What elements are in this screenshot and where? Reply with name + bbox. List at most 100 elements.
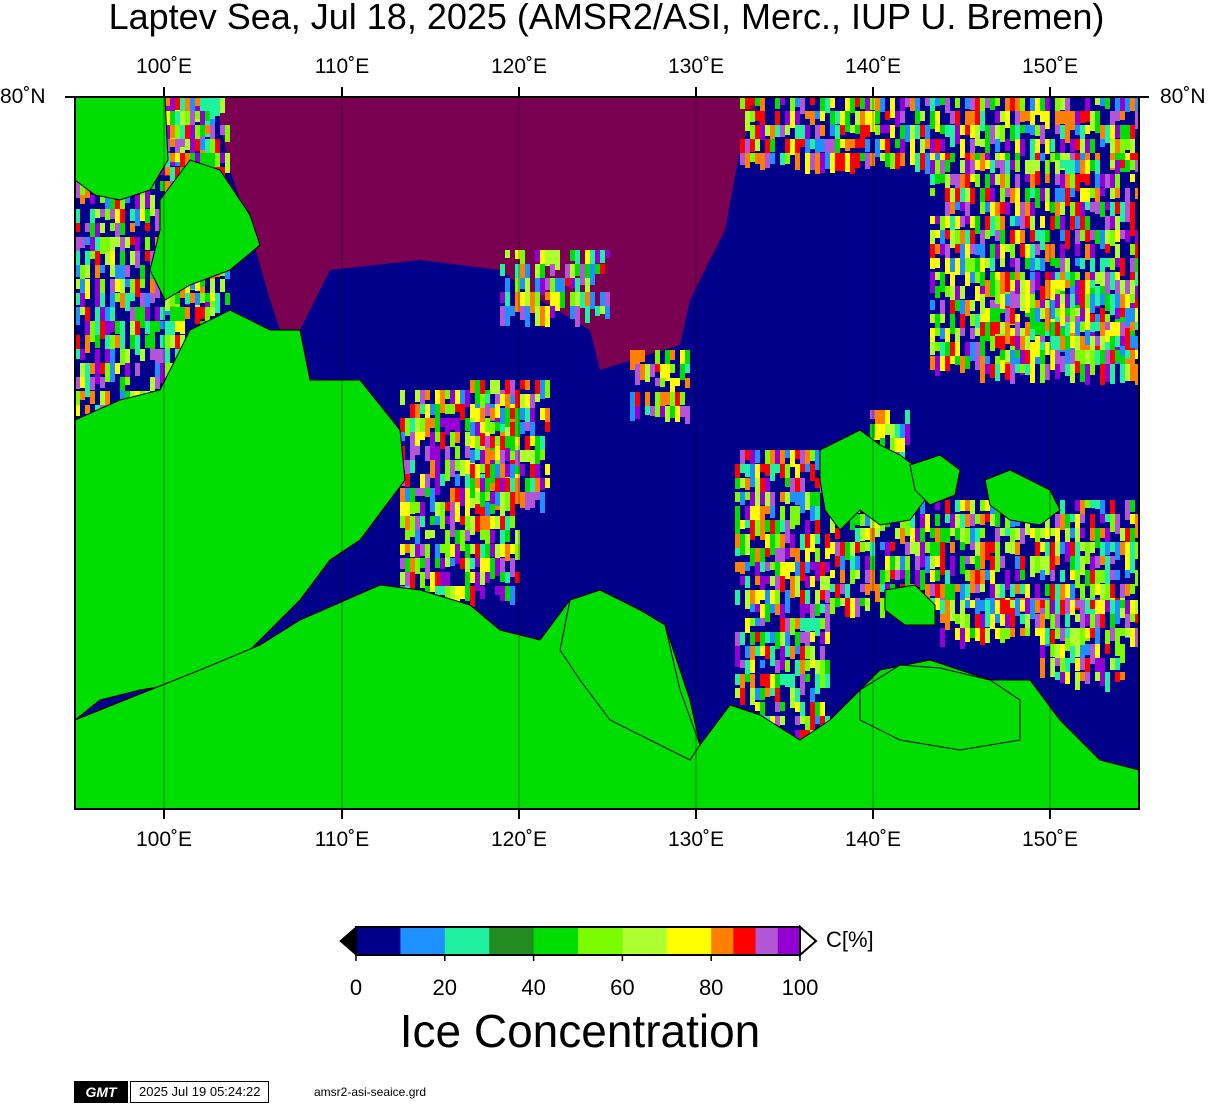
ice-cell (110, 265, 115, 277)
ice-cell (965, 528, 970, 544)
ice-cell (775, 590, 780, 604)
ice-cell (810, 618, 815, 631)
ice-cell (1110, 294, 1115, 315)
ice-cell (410, 446, 415, 466)
ice-cell (110, 223, 115, 231)
ice-cell (1080, 174, 1085, 182)
ice-cell (160, 363, 165, 383)
ice-cell (1130, 514, 1135, 524)
ice-cell (1120, 230, 1125, 239)
ice-cell (1130, 160, 1135, 170)
ice-cell (1090, 500, 1095, 508)
ice-cell (935, 139, 940, 156)
ice-cell (515, 544, 520, 560)
ice-cell (1035, 258, 1040, 270)
ice-cell (1090, 258, 1095, 276)
ice-cell (1035, 188, 1040, 208)
ice-cell (840, 125, 845, 135)
ice-cell (985, 160, 990, 169)
ice-cell (475, 502, 480, 514)
ice-cell (445, 446, 450, 466)
ice-cell (1095, 111, 1100, 131)
ice-cell (815, 618, 820, 636)
ice-cell (1015, 216, 1020, 226)
ice-cell (970, 139, 975, 155)
ice-cell (205, 153, 210, 169)
ice-cell (815, 506, 820, 521)
colorbar (339, 924, 818, 961)
ice-cell (1100, 672, 1105, 686)
ice-cell (1130, 364, 1135, 381)
ice-cell (105, 195, 110, 216)
colorbar-tick-20: 20 (432, 975, 458, 1000)
ice-cell (960, 356, 965, 373)
ice-cell (975, 111, 980, 125)
ice-cell (820, 153, 825, 173)
ice-cell (980, 294, 985, 314)
ice-cell (790, 618, 795, 635)
ice-cell (1060, 308, 1065, 326)
ice-cell (1070, 160, 1075, 175)
ice-cell (985, 174, 990, 193)
ice-cell (1060, 294, 1065, 304)
ice-cell (505, 306, 510, 326)
ice-cell (470, 478, 475, 498)
ice-cell (1055, 584, 1060, 600)
ice-cell (400, 572, 405, 585)
ice-cell (1090, 244, 1095, 260)
ice-cell (945, 600, 950, 620)
ice-cell (1115, 658, 1120, 670)
ice-cell (775, 604, 780, 615)
ice-cell (1060, 286, 1065, 301)
ice-cell (790, 478, 795, 495)
ice-cell (180, 139, 185, 147)
ice-cell (155, 307, 160, 321)
ice-cell (950, 584, 955, 602)
ice-cell (465, 446, 470, 458)
ice-cell (215, 153, 220, 167)
ice-cell (1030, 202, 1035, 218)
ice-cell (780, 646, 785, 662)
ice-cell (1035, 356, 1040, 364)
ice-cell (960, 542, 965, 550)
ice-cell (980, 202, 985, 214)
ice-cell (790, 548, 795, 557)
ice-cell (1015, 202, 1020, 219)
colorbar-swatch (666, 927, 712, 955)
ice-cell (475, 422, 480, 440)
ice-cell (110, 251, 115, 270)
ice-cell (1015, 153, 1020, 164)
ice-cell (1125, 364, 1130, 381)
ice-cell (930, 272, 935, 293)
ice-cell (535, 450, 540, 464)
ice-cell (1055, 286, 1060, 296)
ice-cell (855, 111, 860, 129)
ice-cell (745, 450, 750, 460)
ice-cell (955, 300, 960, 311)
ice-cell (990, 500, 995, 516)
ice-cell (795, 702, 800, 712)
ice-cell (1120, 628, 1125, 636)
ice-cell (175, 153, 180, 162)
ice-cell (975, 216, 980, 234)
ice-cell (145, 251, 150, 261)
ice-cell (455, 418, 460, 435)
ice-cell (1135, 514, 1139, 529)
ice-cell (1075, 628, 1080, 644)
ice-cell (980, 258, 985, 279)
ice-cell (905, 125, 910, 142)
ice-cell (940, 174, 945, 183)
ice-cell (815, 604, 820, 616)
ice-cell (945, 202, 950, 218)
ice-cell (1065, 630, 1070, 651)
ice-cell (745, 520, 750, 528)
ice-cell (780, 464, 785, 478)
ice-cell (750, 450, 755, 466)
ice-cell (745, 139, 750, 155)
ice-cell (155, 321, 160, 332)
ice-cell (1060, 202, 1065, 215)
ice-cell (1130, 500, 1135, 512)
ice-cell (740, 492, 745, 505)
ice-cell (500, 586, 505, 601)
ice-cell (1095, 584, 1100, 595)
